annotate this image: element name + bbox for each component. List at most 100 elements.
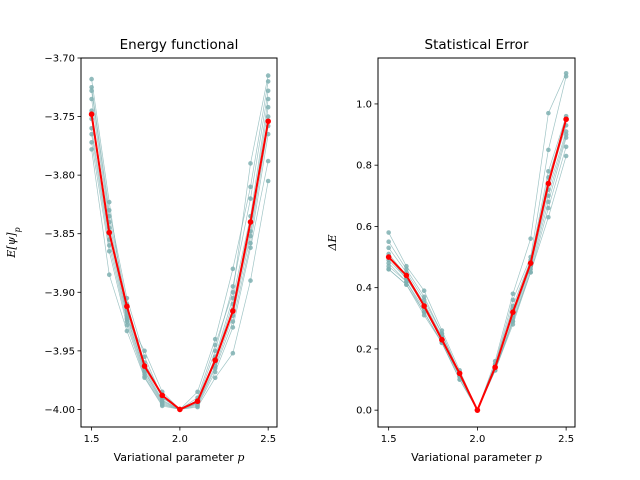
run-point — [421, 312, 427, 318]
run-point — [195, 404, 200, 410]
mean-point — [492, 364, 498, 371]
x-axis-label-variable: p — [535, 451, 542, 464]
run-point — [212, 369, 218, 375]
run-point — [265, 178, 271, 184]
run-point — [265, 96, 271, 102]
run-point — [386, 245, 391, 251]
mean-point — [439, 336, 445, 343]
y-axis-label: E[ψ]p — [5, 227, 22, 258]
run-point — [386, 230, 391, 235]
run-point — [230, 350, 236, 356]
run-point — [265, 114, 271, 119]
chart-title: Statistical Error — [425, 37, 529, 53]
y-tick-label: −4.00 — [44, 405, 75, 416]
run-point — [546, 110, 551, 116]
run-point — [89, 96, 94, 102]
y-tick-label: −3.80 — [44, 171, 75, 182]
x-tick-label: 2.0 — [469, 434, 485, 445]
y-axis-label-main: E[ψ] — [5, 232, 18, 259]
run-point — [230, 325, 236, 330]
run-point — [546, 147, 551, 153]
y-tick-label: 0.4 — [356, 283, 372, 294]
run-point — [528, 270, 533, 275]
run-point — [528, 236, 533, 241]
run-point — [248, 278, 253, 283]
run-point — [212, 336, 218, 342]
run-point — [230, 284, 236, 289]
run-point — [248, 196, 253, 201]
x-tick-label: 2.5 — [558, 434, 574, 445]
mean-point — [177, 406, 183, 413]
axes-frame — [377, 57, 576, 428]
run-point — [89, 147, 94, 152]
y-tick-label: −3.85 — [44, 229, 75, 240]
run-point — [248, 161, 253, 166]
x-axis-label-text: Variational parameter — [114, 451, 238, 464]
x-tick-label: 2.5 — [260, 434, 276, 445]
run-point — [563, 144, 569, 150]
mean-point — [212, 357, 218, 364]
run-point — [510, 297, 516, 303]
run-point — [457, 377, 462, 382]
run-point — [230, 266, 236, 272]
y-tick-label: 1.0 — [356, 99, 372, 110]
mean-point — [141, 363, 148, 369]
run-point — [510, 322, 516, 327]
y-tick-label: 0.2 — [356, 344, 372, 355]
x-tick-label: 1.5 — [381, 434, 397, 445]
mean-point — [124, 303, 130, 310]
run-point — [510, 291, 516, 297]
mean-point — [159, 392, 166, 399]
run-point — [89, 76, 94, 82]
y-tick-label: −3.70 — [44, 54, 75, 65]
run-point — [546, 214, 551, 220]
run-point — [386, 266, 391, 272]
run-point — [265, 88, 271, 94]
run-point — [265, 73, 271, 78]
x-axis-label-variable: p — [237, 451, 244, 464]
y-axis-label-subscript: p — [13, 227, 22, 232]
mean-point — [527, 260, 534, 266]
run-point — [89, 140, 94, 145]
mean-point — [545, 180, 552, 187]
mean-point — [194, 398, 201, 405]
run-point — [563, 135, 569, 140]
mean-point — [106, 229, 113, 236]
y-tick-label: 0.0 — [356, 406, 372, 417]
mean-point — [474, 407, 481, 413]
mean-point — [385, 254, 392, 260]
x-axis-label-text: Variational parameter — [411, 451, 535, 464]
y-tick-label: −3.75 — [44, 112, 75, 123]
run-point — [142, 375, 147, 381]
run-point — [106, 272, 112, 278]
run-point — [421, 288, 427, 294]
y-tick-label: 0.6 — [356, 222, 372, 233]
run-point — [159, 403, 165, 409]
y-axis-label: ΔE — [326, 235, 339, 252]
mean-point — [403, 272, 410, 279]
run-point — [386, 239, 391, 245]
run-point — [106, 243, 112, 248]
run-point — [248, 184, 253, 190]
mean-point — [456, 370, 463, 377]
run-point — [265, 158, 271, 164]
y-tick-label: 0.8 — [356, 161, 372, 172]
axes-frame — [80, 57, 278, 428]
run-point — [248, 245, 253, 251]
run-point — [265, 104, 271, 110]
run-point — [404, 282, 409, 287]
run-point — [563, 74, 569, 79]
y-tick-label: −3.90 — [44, 288, 75, 299]
mean-point — [265, 118, 271, 125]
run-point — [265, 79, 271, 84]
x-axis-label: Variational parameter p — [114, 451, 245, 464]
run-point — [212, 375, 218, 381]
chart-title: Energy functional — [120, 37, 239, 53]
mean-point — [510, 309, 516, 315]
chart-panel-1: 1.5 2.0 2.5 −4.00 −3.95 −3.90 −3.85 −3.80 −3.75 −… — [5, 37, 278, 464]
run-point — [124, 328, 130, 334]
run-point — [563, 153, 569, 159]
run-point — [546, 169, 551, 174]
